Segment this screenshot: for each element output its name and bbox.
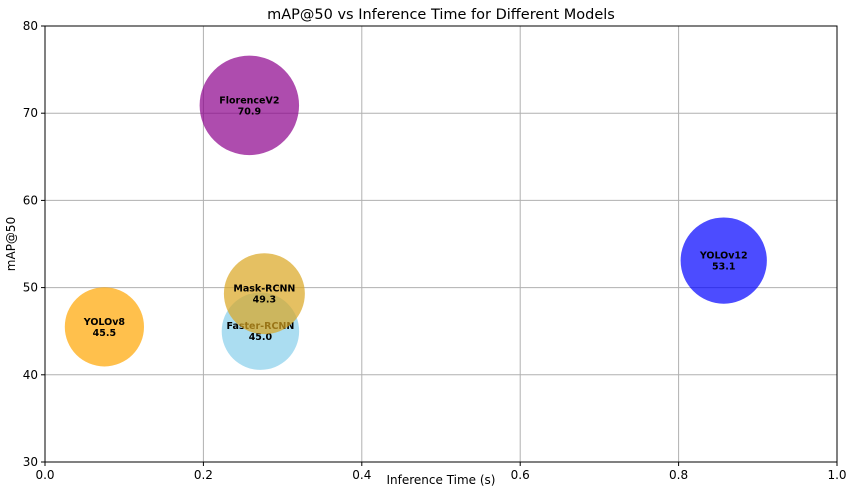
y-tick-label: 70 <box>23 106 38 120</box>
bubble-value-label: 70.9 <box>238 106 261 117</box>
chart-title: mAP@50 vs Inference Time for Different M… <box>267 7 615 23</box>
x-tick-label: 0.6 <box>511 468 530 482</box>
y-tick-label: 60 <box>23 193 38 207</box>
x-tick-label: 0.4 <box>352 468 371 482</box>
bubble-name-label: FlorenceV2 <box>219 95 279 106</box>
bubble-value-label: 45.5 <box>93 328 116 339</box>
x-tick-label: 0.8 <box>669 468 688 482</box>
plot-frame <box>44 25 838 463</box>
bubble-yolov8 <box>64 287 144 367</box>
axis-ticks: 0.0 0.2 0.4 0.6 0.8 1.0 30 40 50 60 70 80 <box>23 19 847 482</box>
bubble-mask-rcnn <box>223 253 305 335</box>
bubble-yolov12 <box>680 217 767 304</box>
x-axis-label: Inference Time (s) <box>386 473 495 487</box>
bubble-florencev2 <box>199 55 300 156</box>
bubble-name-label: YOLOv8 <box>83 317 126 328</box>
bubble-name-label: Mask-RCNN <box>233 284 295 295</box>
y-axis-label: mAP@50 <box>4 217 18 271</box>
y-tick-label: 40 <box>23 368 38 382</box>
y-tick-label: 50 <box>23 281 38 295</box>
y-tick-label: 30 <box>23 455 38 469</box>
y-tick-label: 80 <box>23 19 38 33</box>
bubble-value-label: 45.0 <box>249 332 273 343</box>
x-tick-label: 0.0 <box>35 468 54 482</box>
bubbles: YOLOv845.5Faster-RCNN45.0Mask-RCNN49.3Fl… <box>64 55 767 370</box>
x-tick-label: 1.0 <box>827 468 846 482</box>
x-tick-label: 0.2 <box>194 468 213 482</box>
bubble-value-label: 53.1 <box>712 262 735 273</box>
bubble-name-label: YOLOv12 <box>699 251 748 262</box>
bubble-value-label: 49.3 <box>253 295 276 306</box>
